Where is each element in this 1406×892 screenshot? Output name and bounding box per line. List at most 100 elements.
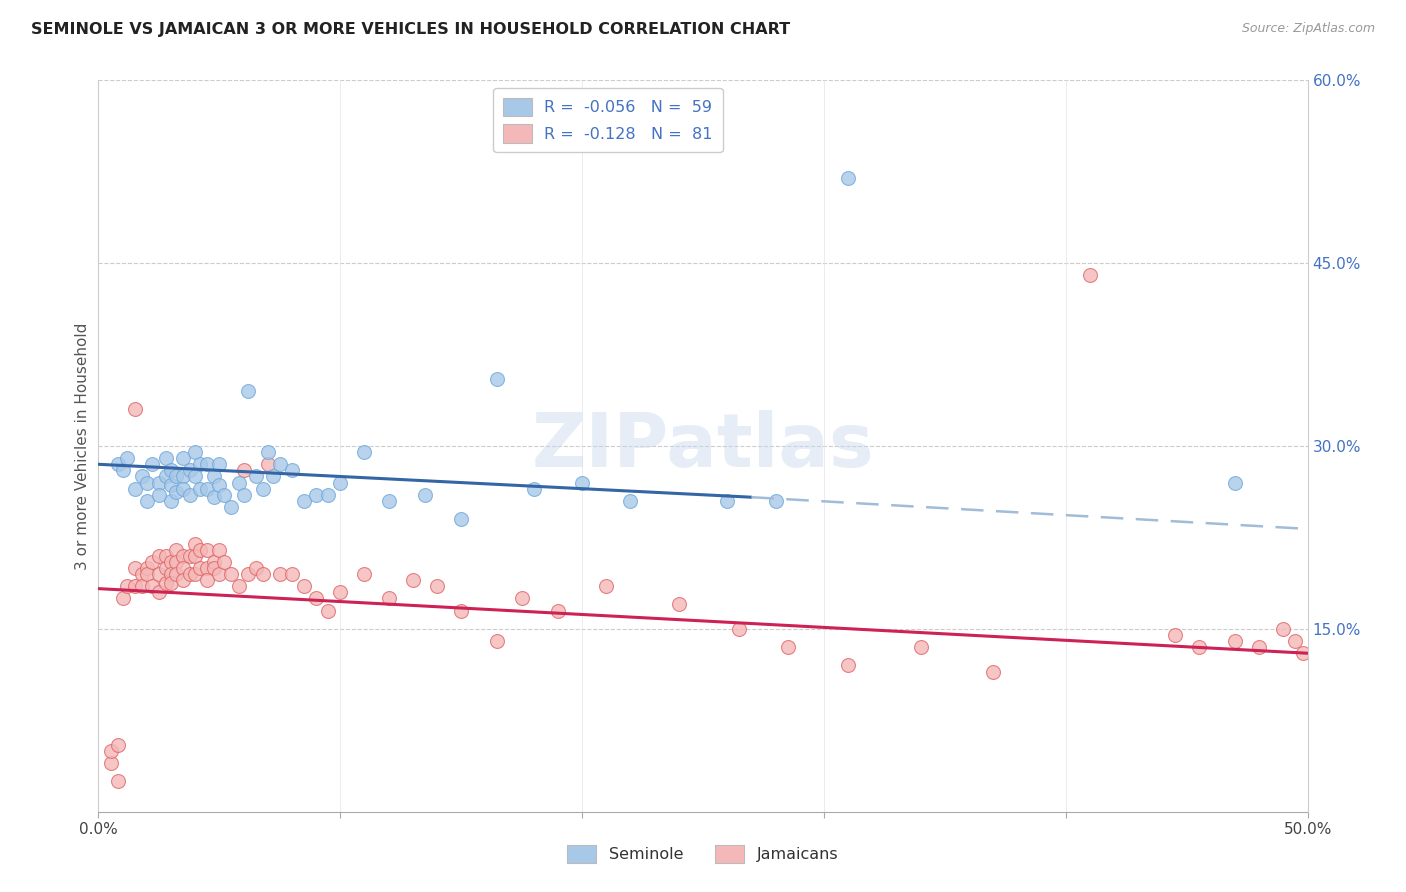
Point bbox=[148, 475, 170, 490]
Point bbox=[160, 478, 183, 492]
Point bbox=[155, 575, 177, 590]
Point bbox=[256, 445, 278, 459]
Point bbox=[184, 536, 207, 550]
Point bbox=[316, 488, 339, 502]
Point bbox=[728, 622, 751, 636]
Point bbox=[413, 488, 436, 502]
Point bbox=[619, 494, 641, 508]
Point bbox=[117, 579, 139, 593]
Point bbox=[165, 542, 187, 557]
Point bbox=[256, 457, 278, 471]
Point bbox=[281, 463, 304, 477]
Point bbox=[131, 469, 153, 483]
Point bbox=[160, 555, 183, 569]
Point bbox=[668, 598, 690, 612]
Point bbox=[305, 488, 328, 502]
Point bbox=[547, 603, 569, 617]
Point bbox=[262, 469, 284, 483]
Point bbox=[135, 561, 157, 575]
Point bbox=[1223, 634, 1246, 648]
Point bbox=[212, 555, 235, 569]
Point bbox=[208, 542, 231, 557]
Point bbox=[148, 567, 170, 582]
Point bbox=[269, 567, 291, 582]
Point bbox=[135, 494, 157, 508]
Point bbox=[837, 170, 859, 185]
Point bbox=[165, 469, 187, 483]
Point bbox=[450, 512, 472, 526]
Point bbox=[131, 579, 153, 593]
Point bbox=[172, 482, 194, 496]
Point bbox=[148, 585, 170, 599]
Point bbox=[281, 567, 304, 582]
Point bbox=[204, 561, 226, 575]
Point bbox=[184, 567, 207, 582]
Point bbox=[179, 463, 201, 477]
Point bbox=[204, 490, 226, 504]
Point bbox=[172, 451, 194, 466]
Point bbox=[188, 457, 211, 471]
Point bbox=[100, 756, 122, 770]
Point bbox=[1163, 628, 1185, 642]
Point bbox=[292, 579, 315, 593]
Point bbox=[208, 478, 231, 492]
Legend: Seminole, Jamaicans: Seminole, Jamaicans bbox=[561, 838, 845, 870]
Point bbox=[208, 457, 231, 471]
Point bbox=[486, 634, 509, 648]
Point bbox=[160, 463, 183, 477]
Point bbox=[155, 549, 177, 563]
Text: SEMINOLE VS JAMAICAN 3 OR MORE VEHICLES IN HOUSEHOLD CORRELATION CHART: SEMINOLE VS JAMAICAN 3 OR MORE VEHICLES … bbox=[31, 22, 790, 37]
Point bbox=[107, 457, 129, 471]
Point bbox=[329, 585, 352, 599]
Point bbox=[252, 482, 274, 496]
Point bbox=[245, 561, 267, 575]
Point bbox=[329, 475, 352, 490]
Point bbox=[228, 579, 250, 593]
Point bbox=[155, 469, 177, 483]
Point bbox=[179, 488, 201, 502]
Point bbox=[316, 603, 339, 617]
Point bbox=[131, 567, 153, 582]
Point bbox=[188, 482, 211, 496]
Point bbox=[595, 579, 617, 593]
Point bbox=[160, 494, 183, 508]
Text: ZIPatlas: ZIPatlas bbox=[531, 409, 875, 483]
Point bbox=[160, 567, 183, 582]
Point bbox=[195, 482, 218, 496]
Point bbox=[1249, 640, 1271, 655]
Point bbox=[172, 573, 194, 587]
Point bbox=[155, 561, 177, 575]
Point bbox=[195, 457, 218, 471]
Point bbox=[228, 475, 250, 490]
Point bbox=[377, 591, 399, 606]
Point bbox=[837, 658, 859, 673]
Point bbox=[245, 469, 267, 483]
Point bbox=[179, 567, 201, 582]
Point bbox=[716, 494, 738, 508]
Point bbox=[184, 469, 207, 483]
Point bbox=[155, 451, 177, 466]
Point bbox=[571, 475, 593, 490]
Point bbox=[232, 488, 254, 502]
Point bbox=[141, 457, 163, 471]
Point bbox=[179, 549, 201, 563]
Point bbox=[353, 445, 375, 459]
Point bbox=[292, 494, 315, 508]
Point bbox=[353, 567, 375, 582]
Point bbox=[232, 463, 254, 477]
Point bbox=[111, 463, 134, 477]
Point bbox=[402, 573, 425, 587]
Point bbox=[124, 402, 146, 417]
Point bbox=[204, 555, 226, 569]
Point bbox=[117, 451, 139, 466]
Point bbox=[165, 485, 187, 500]
Point bbox=[426, 579, 449, 593]
Point bbox=[1272, 622, 1295, 636]
Point bbox=[221, 500, 243, 514]
Point bbox=[148, 488, 170, 502]
Point bbox=[141, 579, 163, 593]
Point bbox=[107, 774, 129, 789]
Point bbox=[188, 542, 211, 557]
Point bbox=[172, 469, 194, 483]
Point bbox=[1223, 475, 1246, 490]
